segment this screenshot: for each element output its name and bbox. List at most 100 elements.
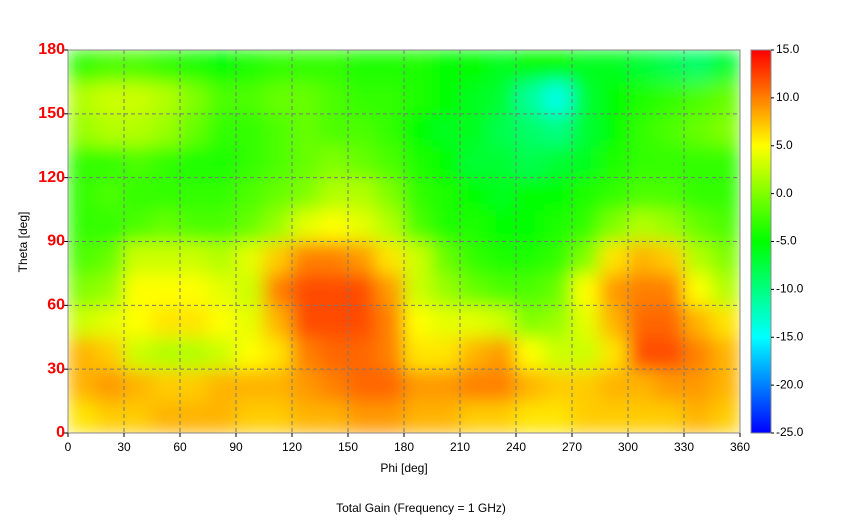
heat-cell <box>683 336 713 370</box>
heat-cell <box>291 81 321 115</box>
heat-cell <box>515 81 545 115</box>
heat-cell <box>319 177 349 211</box>
heat-cell <box>655 400 685 433</box>
heat-cell <box>655 336 685 370</box>
heat-cell <box>291 209 321 242</box>
heat-cell <box>403 368 433 402</box>
heat-cell <box>487 304 517 338</box>
heat-cell <box>68 50 97 83</box>
heat-cell <box>487 177 517 211</box>
heat-cell <box>95 113 125 147</box>
heat-cell <box>151 304 181 338</box>
heat-cell <box>627 81 657 115</box>
y-tick-label: 180 <box>38 41 65 58</box>
heat-cell <box>543 50 573 83</box>
heat-cell <box>459 400 489 433</box>
heat-cell <box>95 304 125 338</box>
heat-cell <box>235 81 265 115</box>
heat-cell <box>683 177 713 211</box>
heat-cell <box>319 304 349 338</box>
heat-cell <box>151 209 181 242</box>
heat-cell <box>179 304 209 338</box>
heat-cell <box>655 304 685 338</box>
heat-cell <box>179 336 209 370</box>
heat-cell <box>487 113 517 147</box>
heat-cell <box>319 272 349 306</box>
heat-cell <box>515 336 545 370</box>
heat-cell <box>543 368 573 402</box>
heat-cell <box>627 400 657 433</box>
heat-cell <box>263 304 293 338</box>
heat-cell <box>179 241 209 274</box>
heat-cell <box>207 272 237 306</box>
heat-cell <box>207 81 237 115</box>
heat-cell <box>459 368 489 402</box>
heat-cell <box>151 81 181 115</box>
heat-cell <box>291 368 321 402</box>
heat-cell <box>235 368 265 402</box>
heat-cell <box>68 336 97 370</box>
heat-cell <box>571 81 601 115</box>
heat-cell <box>319 81 349 115</box>
heat-cell <box>459 336 489 370</box>
heat-cell <box>459 304 489 338</box>
heat-cell <box>319 336 349 370</box>
x-tick-label: 120 <box>282 440 302 454</box>
heat-cell <box>235 209 265 242</box>
heat-cell <box>179 50 209 83</box>
heat-cell <box>263 113 293 147</box>
heat-cell <box>711 272 740 306</box>
heat-cell <box>599 241 629 274</box>
heat-cell <box>459 272 489 306</box>
heat-cell <box>235 304 265 338</box>
heat-cell <box>263 177 293 211</box>
heat-cell <box>627 209 657 242</box>
heat-cell <box>263 272 293 306</box>
heat-cell <box>599 113 629 147</box>
heat-cell <box>599 50 629 83</box>
y-tick-label: 60 <box>47 297 65 314</box>
heat-cell <box>487 81 517 115</box>
colorbar-tick-label: -15.0 <box>776 329 804 343</box>
heat-cell <box>263 145 293 179</box>
heat-cell <box>123 336 153 370</box>
heat-cell <box>207 336 237 370</box>
heat-cell <box>431 177 461 211</box>
heat-cell <box>347 241 377 274</box>
heat-cell <box>68 304 97 338</box>
heat-cell <box>543 209 573 242</box>
heat-cell <box>207 209 237 242</box>
heat-cell <box>599 209 629 242</box>
heat-cell <box>123 400 153 433</box>
y-tick-label: 90 <box>47 233 65 250</box>
heat-cell <box>319 50 349 83</box>
colorbar-tick-label: -10.0 <box>776 282 804 296</box>
heat-cell <box>543 272 573 306</box>
heat-cell <box>571 400 601 433</box>
heat-cell <box>627 113 657 147</box>
heat-cell <box>431 368 461 402</box>
y-tick-label: 150 <box>38 105 65 122</box>
heat-cell <box>431 272 461 306</box>
heat-cell <box>123 209 153 242</box>
heat-cell <box>291 336 321 370</box>
heat-cell <box>711 50 740 83</box>
x-tick-label: 240 <box>506 440 526 454</box>
heat-cell <box>347 368 377 402</box>
heat-cell <box>291 304 321 338</box>
y-tick-label: 120 <box>38 169 65 186</box>
heat-cell <box>151 113 181 147</box>
heat-cell <box>459 50 489 83</box>
y-axis-label: Theta [deg] <box>16 212 30 273</box>
heat-cell <box>627 145 657 179</box>
heat-cell <box>515 400 545 433</box>
x-tick-label: 360 <box>730 440 750 454</box>
y-tick-label: 0 <box>56 424 65 441</box>
heat-cell <box>319 241 349 274</box>
heat-cell <box>95 241 125 274</box>
heat-cell <box>487 400 517 433</box>
heat-cell <box>683 113 713 147</box>
heat-cell <box>179 400 209 433</box>
heat-cell <box>711 113 740 147</box>
heat-cell <box>151 50 181 83</box>
